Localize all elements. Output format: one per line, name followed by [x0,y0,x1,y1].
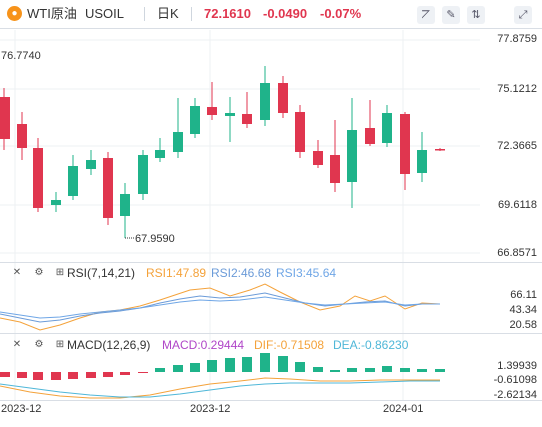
candle [260,83,270,120]
candle [278,83,288,113]
candle [17,124,27,148]
draw-tool-icon[interactable]: ✎ [442,6,460,24]
instrument-symbol[interactable]: USOIL [85,6,125,21]
dea-value: DEA:-0.86230 [333,338,409,352]
rsi-axis-label: 20.58 [509,319,537,331]
low-price-label: 67.9590 [135,233,175,245]
date-axis-divider [0,400,542,401]
macd-histogram [0,353,445,380]
macd-value: MACD:0.29444 [162,338,245,352]
line-chart-icon[interactable]: ⦢ [417,6,435,24]
price-change: -0.0490 [263,6,308,21]
candle [382,113,392,143]
header-divider [0,28,542,29]
candle [242,114,252,124]
candle [33,148,43,208]
fullscreen-icon[interactable]: ⤢ [514,6,532,24]
instrument-logo-icon: ● [7,6,22,21]
rsi-header: ✕ ⚙ ⊞ RSI(7,14,21) RSI1:47.89 RSI2:46.68… [0,265,542,281]
candle [295,112,305,152]
grid-lines [0,30,480,400]
rsi-axis-label: 66.11 [510,289,537,301]
candle [155,150,165,158]
close-icon[interactable]: ✕ [12,267,22,278]
close-icon[interactable]: ✕ [12,339,22,350]
chart-header: ● WTI原油 USOIL 日K 72.1610 -0.0490 -0.07% … [0,0,542,28]
macd-header: ✕ ⚙ ⊞ MACD(12,26,9) MACD:0.29444 DIF:-0.… [0,337,542,353]
rsi-divider [0,262,542,263]
header-separator [191,7,192,21]
price-axis-label: 75.1212 [497,83,537,95]
date-label: 2024-01 [383,403,424,415]
candle [225,113,235,116]
candle [173,132,183,152]
candle [313,151,323,165]
header-separator [144,7,145,21]
rsi2-value: RSI2:46.68 [211,266,272,280]
price-change-percent: -0.07% [320,6,362,21]
price-axis-label: 77.8759 [497,33,537,45]
candle [190,106,200,134]
candle [365,128,375,144]
candle [120,194,130,216]
candle [138,155,148,194]
candle [207,107,217,115]
candlesticks [0,66,445,238]
candle [347,130,357,182]
period-selector[interactable]: 日K [157,6,179,21]
rsi-label[interactable]: RSI(7,14,21) [67,266,136,280]
settings-icon[interactable]: ⚙ [34,267,44,278]
macd-axis-label: -2.62134 [493,389,537,401]
macd-divider [0,333,542,334]
price-axis-label: 69.6118 [498,199,537,211]
candle [86,160,96,169]
candle [68,166,78,196]
rsi-lines [0,283,441,331]
expand-icon[interactable]: ⊞ [55,339,65,350]
price-axis-label: 72.3665 [497,140,537,152]
candle [435,149,445,151]
dif-value: DIF:-0.71508 [254,338,325,352]
macd-label[interactable]: MACD(12,26,9) [67,338,151,352]
candle [400,114,410,174]
expand-icon[interactable]: ⊞ [55,267,65,278]
macd-axis-label: 1.39939 [497,360,537,372]
macd-lines [0,377,440,399]
last-price: 72.1610 [204,6,251,21]
high-price-label: 76.7740 [1,50,41,62]
settings-icon[interactable]: ⚙ [34,339,44,350]
candle [103,158,113,218]
rsi-axis-label: 43.34 [509,304,537,316]
candle [330,155,340,183]
candle [0,97,10,139]
rsi1-value: RSI1:47.89 [146,266,207,280]
date-label: 2023-12 [190,403,231,415]
indicator-icon[interactable]: ⇅ [467,6,485,24]
candle [51,200,61,205]
price-axis-label: 66.8571 [497,247,537,259]
macd-axis-label: -0.61098 [493,374,537,386]
date-label: 2023-12 [1,403,42,415]
instrument-name[interactable]: WTI原油 [27,6,77,21]
candle [417,150,427,173]
rsi3-value: RSI3:45.64 [276,266,337,280]
